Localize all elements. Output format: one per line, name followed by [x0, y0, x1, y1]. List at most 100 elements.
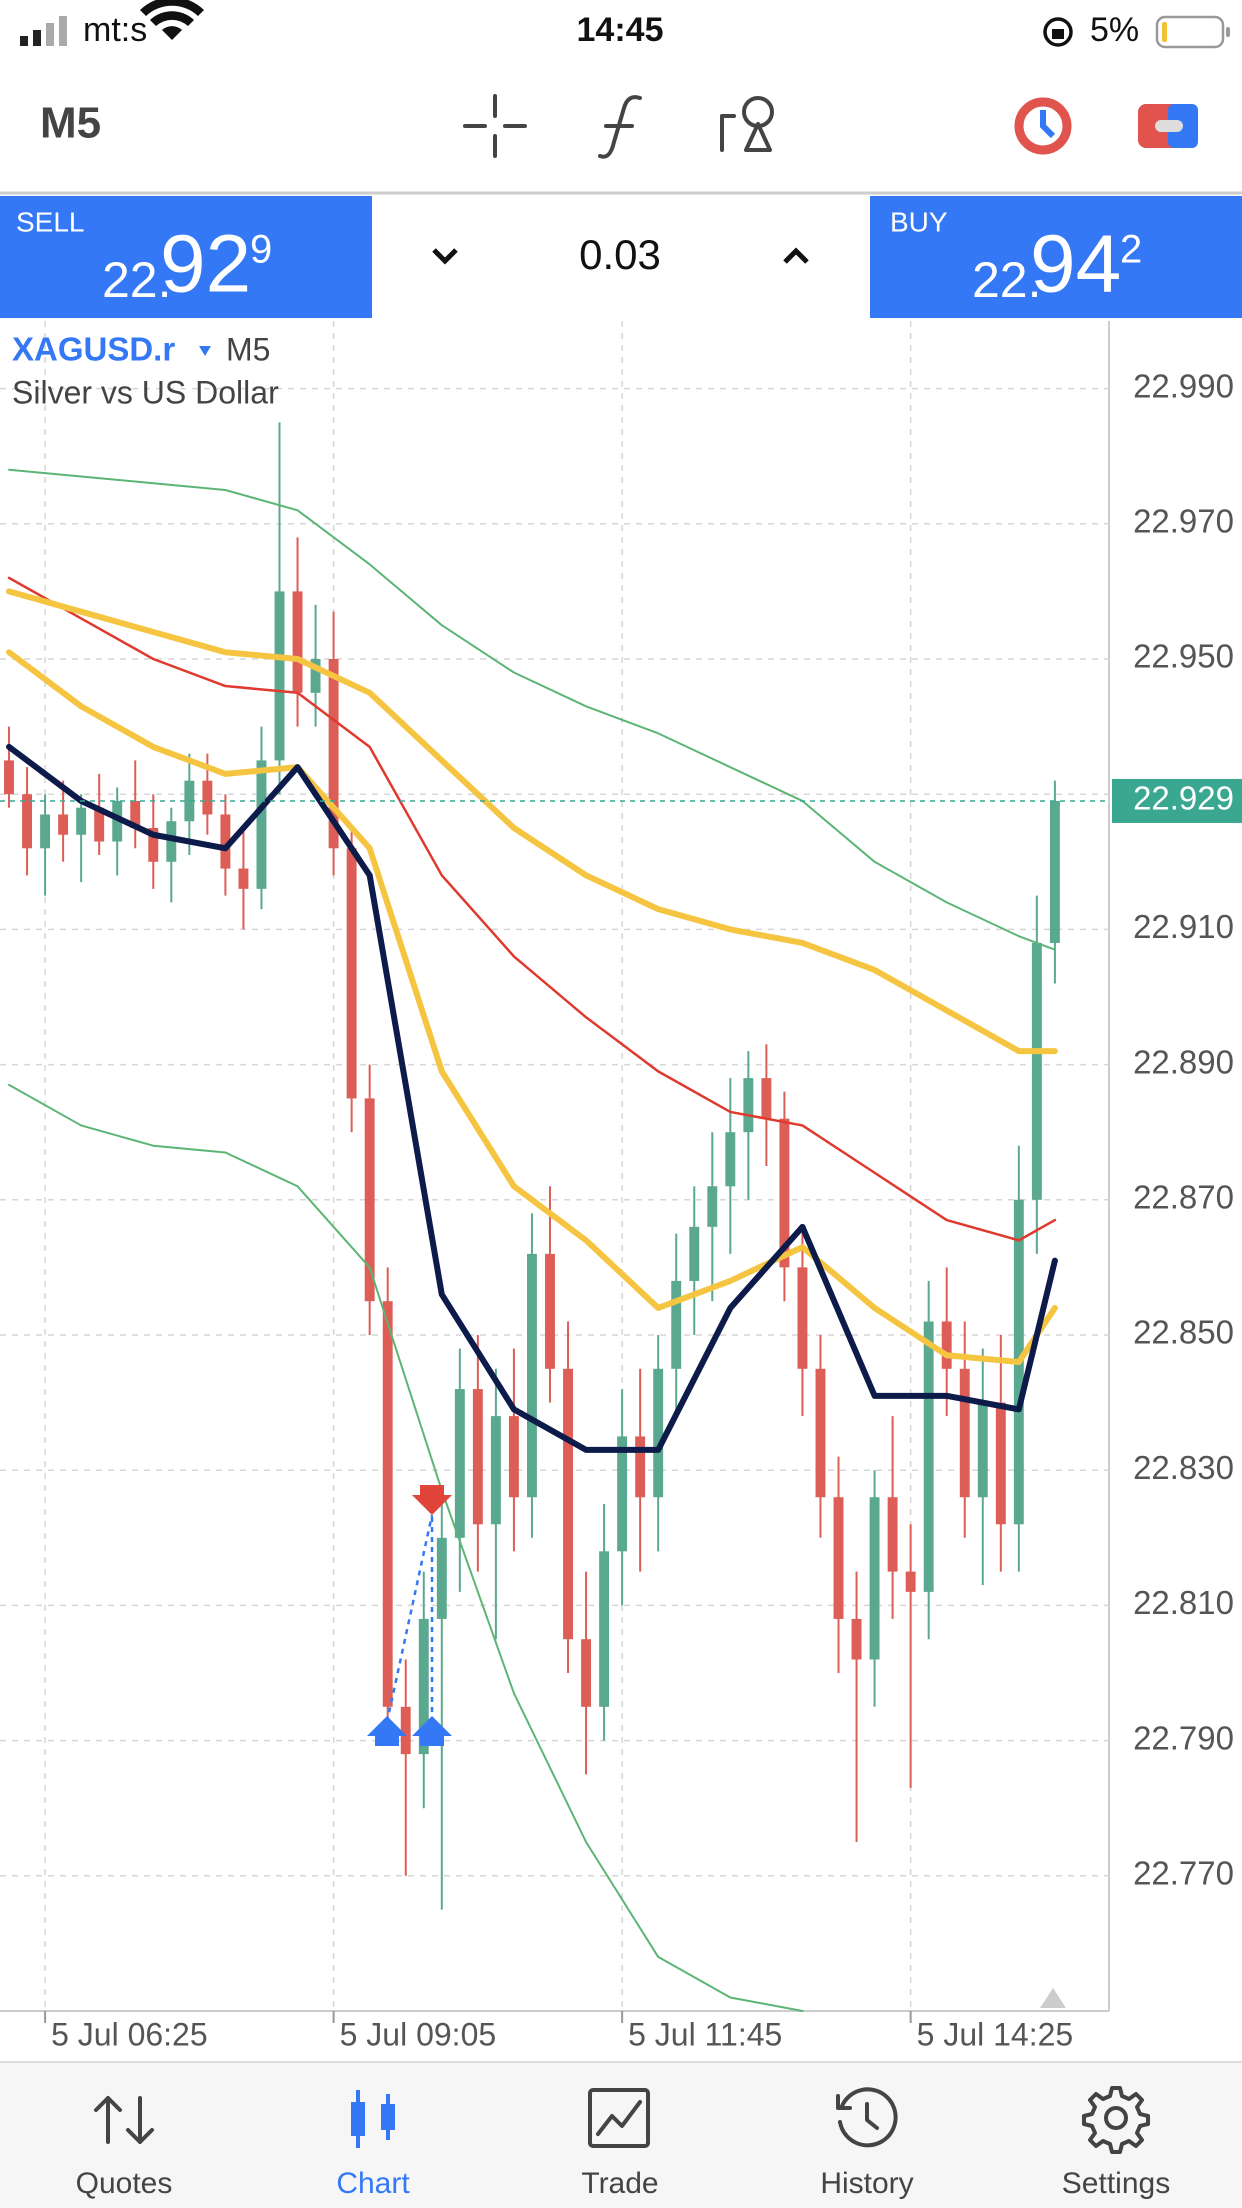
candle-body: [472, 1389, 483, 1525]
last-price-tag: [1112, 778, 1242, 823]
candle-body: [436, 1537, 447, 1619]
crosshair-icon[interactable]: [463, 94, 527, 158]
candle-body: [4, 760, 14, 795]
sell-marker: [412, 1485, 452, 1515]
indicator-line: [7, 576, 1057, 1242]
candle-body: [40, 814, 51, 849]
candle-body: [653, 1368, 664, 1498]
candle-body: [346, 848, 357, 1099]
candle-body: [1031, 942, 1042, 1200]
volume-down[interactable]: [432, 248, 458, 265]
candle-body: [130, 800, 141, 828]
buy-marker: [367, 1716, 407, 1746]
nav-label[interactable]: Chart: [336, 2167, 410, 2200]
one-click-icon[interactable]: [1040, 110, 1056, 139]
chart: 22.99022.97022.95022.93022.91022.89022.8…: [0, 321, 1242, 2052]
trade-nav-icon[interactable]: [588, 2088, 650, 2148]
candle-body: [238, 868, 249, 889]
candle-body: [220, 814, 231, 869]
volume[interactable]: 0.03: [579, 231, 661, 278]
candle-body: [905, 1571, 916, 1592]
candle-body: [851, 1618, 862, 1660]
candle-body: [202, 780, 213, 815]
chart-timeframe: M5: [226, 331, 270, 367]
settings-icon[interactable]: [1082, 2086, 1150, 2154]
carrier: mt:s: [83, 11, 147, 49]
candle-body: [923, 1321, 934, 1592]
symbol[interactable]: XAGUSD.r: [12, 331, 175, 368]
buy-price-prefix: 22.: [972, 252, 1042, 308]
nav-label[interactable]: History: [820, 2167, 913, 2200]
history-icon[interactable]: [836, 2087, 898, 2148]
candle-body: [779, 1118, 790, 1268]
candle-body: [725, 1132, 736, 1187]
battery-cap: [1226, 27, 1230, 37]
y-tick-label: 22.990: [1133, 367, 1234, 404]
timeframe-button[interactable]: M5: [40, 99, 101, 148]
candle-body: [941, 1321, 952, 1369]
clock: 14:45: [577, 11, 664, 49]
sell-price-prefix: 22.: [102, 252, 172, 308]
candle-body: [527, 1253, 537, 1498]
lock-icon: [1043, 17, 1073, 47]
indicator-line: [6, 588, 1058, 1055]
candle-body: [599, 1551, 610, 1707]
y-tick-label: 22.970: [1133, 503, 1234, 540]
candle-body: [382, 1301, 393, 1707]
sell-button[interactable]: [0, 196, 372, 318]
candle-body: [310, 659, 321, 693]
chart-icon[interactable]: [351, 2090, 395, 2148]
nav-label[interactable]: Quotes: [76, 2167, 173, 2200]
toolbar: M5: [0, 94, 1242, 195]
indicators-icon[interactable]: [598, 95, 642, 159]
volume-up[interactable]: [783, 247, 809, 264]
y-tick-label: 22.910: [1133, 908, 1234, 945]
candle-body: [76, 807, 87, 835]
battery-level: [1162, 22, 1167, 42]
status-bar: mt:s 14:45 5%: [20, 0, 1230, 49]
candle-body: [454, 1389, 465, 1538]
trade-icon[interactable]: [1155, 120, 1183, 132]
candle-body: [184, 780, 195, 822]
candle-body: [1049, 800, 1060, 943]
quotes-icon[interactable]: [94, 2096, 154, 2144]
sell-price-sup: 9: [250, 228, 272, 272]
candle-body: [743, 1078, 754, 1133]
candle-body: [58, 814, 69, 835]
candle-body: [995, 1402, 1006, 1525]
signal-bar: [33, 30, 41, 46]
one-click-icon[interactable]: [1014, 97, 1072, 155]
buy-button[interactable]: [870, 196, 1242, 318]
battery-percent: 5%: [1090, 11, 1139, 49]
objects-icon[interactable]: [720, 96, 774, 152]
nav-label[interactable]: Settings: [1062, 2167, 1170, 2200]
indicator-line: [8, 1083, 804, 2012]
symbol-description: Silver vs US Dollar: [12, 374, 279, 410]
candle-body: [563, 1368, 573, 1640]
nav-label[interactable]: Trade: [581, 2167, 658, 2200]
candle-body: [508, 1416, 519, 1498]
x-tick-label: 5 Jul 11:45: [628, 2016, 782, 2052]
chart-header: XAGUSD.r M5 Silver vs US Dollar: [12, 331, 1066, 2008]
candle-body: [689, 1226, 700, 1281]
candle-body: [94, 807, 105, 842]
symbol-dropdown[interactable]: [199, 346, 211, 356]
sell-price-main: 92: [160, 219, 251, 310]
x-tick-label: 5 Jul 06:25: [51, 2016, 208, 2052]
candle-body: [292, 591, 303, 693]
buy-price-main: 94: [1030, 219, 1121, 310]
y-tick-label: 22.830: [1133, 1449, 1234, 1486]
candle-body: [22, 794, 33, 849]
candle-body: [364, 1098, 375, 1302]
candle-body: [869, 1497, 880, 1660]
candle-body: [581, 1639, 592, 1707]
signal-bar: [46, 23, 54, 46]
y-tick-label: 22.810: [1133, 1584, 1234, 1621]
candle-body: [635, 1436, 646, 1498]
indicator-line: [8, 468, 1056, 951]
candle-body: [400, 1706, 411, 1755]
last-price-label: 22.929: [1133, 780, 1234, 817]
indicator-line: [6, 743, 1058, 1453]
indicator-line: [6, 649, 1058, 1366]
